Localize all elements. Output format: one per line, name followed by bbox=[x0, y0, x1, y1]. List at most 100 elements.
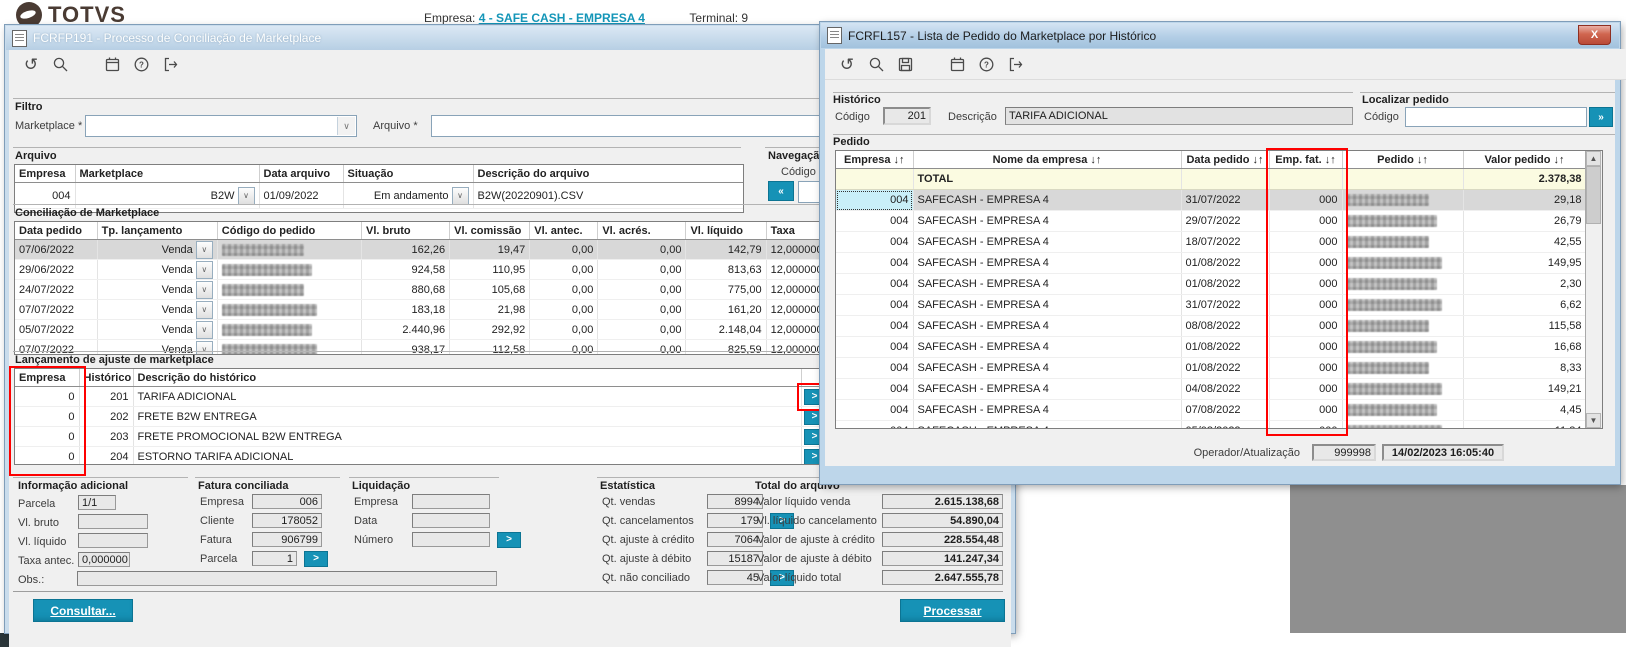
pedido-row[interactable]: 004 SAFECASH - EMPRESA 4 05/08/2022 000 … bbox=[836, 420, 1587, 428]
cell-valor-pedido: 11,84 bbox=[1463, 420, 1587, 428]
chevron-down-icon[interactable]: ∨ bbox=[195, 340, 213, 354]
scrollbar-thumb[interactable] bbox=[1586, 166, 1601, 224]
marketplace-filter-combobox[interactable]: ∨ bbox=[85, 115, 357, 137]
session-empresa-link[interactable]: 4 - SAFE CASH - EMPRESA 4 bbox=[478, 11, 645, 25]
col-empresa[interactable]: Empresa bbox=[15, 369, 80, 387]
navigate-back-button[interactable]: « bbox=[768, 181, 794, 201]
col-vl-liquido[interactable]: Vl. líquido bbox=[685, 222, 767, 240]
col-pedido[interactable]: Pedido ↓↑ bbox=[1342, 151, 1464, 169]
totvs-logo: TOTVS bbox=[16, 2, 126, 28]
cell-tp-lancamento[interactable]: Venda ∨ bbox=[97, 259, 218, 280]
pedido-row[interactable]: 004 SAFECASH - EMPRESA 4 01/08/2022 000 … bbox=[836, 252, 1587, 274]
pedido-row[interactable]: 004 SAFECASH - EMPRESA 4 29/07/2022 000 … bbox=[836, 210, 1587, 232]
open-detail-button[interactable]: > bbox=[770, 512, 794, 529]
col-situacao[interactable]: Situação bbox=[343, 165, 474, 183]
cell-tp-lancamento[interactable]: Venda ∨ bbox=[97, 279, 218, 300]
save-icon[interactable] bbox=[895, 54, 915, 74]
col-emp-fat[interactable]: Emp. fat. ↓↑ bbox=[1269, 151, 1343, 169]
processar-button[interactable]: Processar bbox=[900, 599, 1005, 622]
col-nome-empresa[interactable]: Nome da empresa ↓↑ bbox=[913, 151, 1182, 169]
cell-emp-fat: 000 bbox=[1269, 210, 1343, 232]
col-data-arquivo[interactable]: Data arquivo bbox=[259, 165, 344, 183]
col-empresa[interactable]: Empresa bbox=[15, 165, 76, 183]
fcrfl157-titlebar[interactable]: FCRFL157 - Lista de Pedido do Marketplac… bbox=[821, 23, 1619, 48]
chevron-down-icon[interactable]: ∨ bbox=[237, 186, 255, 205]
cell-valor-pedido: 29,18 bbox=[1463, 189, 1587, 211]
chevron-down-icon[interactable]: ∨ bbox=[195, 300, 213, 319]
undo-icon[interactable]: ↺ bbox=[23, 55, 39, 74]
conciliacao-row[interactable]: 05/07/2022 Venda ∨ 2.440,96 292,92 0,00 0… bbox=[15, 319, 1000, 340]
close-button[interactable]: X bbox=[1578, 25, 1611, 45]
scroll-down-icon[interactable]: ▼ bbox=[1586, 413, 1601, 428]
redacted-order-code bbox=[221, 243, 304, 256]
localizar-search-button[interactable]: » bbox=[1589, 107, 1613, 127]
cell-vl-antec: 0,00 bbox=[529, 279, 599, 300]
field-label: Vl. líquido cancelamento bbox=[757, 514, 877, 527]
calendar-icon[interactable] bbox=[947, 54, 967, 74]
cell-emp-fat: 000 bbox=[1269, 378, 1343, 400]
pedido-header-row: Empresa ↓↑ Nome da empresa ↓↑ Data pedid… bbox=[836, 151, 1587, 169]
search-icon[interactable] bbox=[50, 55, 70, 75]
open-fatura-button[interactable]: > bbox=[304, 550, 328, 567]
field-value: 141.247,34 bbox=[882, 551, 1003, 566]
chevron-down-icon[interactable]: ∨ bbox=[337, 117, 355, 135]
undo-icon[interactable]: ↺ bbox=[839, 54, 855, 74]
col-vl-acres[interactable]: Vl. acrés. bbox=[597, 222, 687, 240]
chevron-down-icon[interactable]: ∨ bbox=[195, 320, 213, 339]
col-descricao-arquivo[interactable]: Descrição do arquivo bbox=[473, 165, 743, 183]
cell-tp-lancamento[interactable]: Venda ∨ bbox=[97, 319, 218, 340]
pedido-row[interactable]: 004 SAFECASH - EMPRESA 4 01/08/2022 000 … bbox=[836, 357, 1587, 379]
col-data-pedido[interactable]: Data pedido ↓↑ bbox=[1181, 151, 1270, 169]
cell-data-pedido: 07/07/2022 bbox=[15, 339, 98, 354]
pedido-row[interactable]: 004 SAFECASH - EMPRESA 4 04/08/2022 000 … bbox=[836, 378, 1587, 400]
pedido-row[interactable]: 004 SAFECASH - EMPRESA 4 07/08/2022 000 … bbox=[836, 399, 1587, 421]
col-vl-comissao[interactable]: Vl. comissão bbox=[449, 222, 531, 240]
ajuste-row[interactable]: 0 204 ESTORNO TARIFA ADICIONAL > bbox=[15, 446, 1000, 464]
calendar-icon[interactable] bbox=[102, 55, 122, 75]
cell-tp-lancamento[interactable]: Venda ∨ bbox=[97, 299, 218, 320]
chevron-down-icon[interactable]: ∨ bbox=[451, 186, 469, 205]
cell-vl-comissao: 292,92 bbox=[449, 319, 531, 340]
fatura-group-line bbox=[195, 477, 340, 478]
open-liquidacao-button[interactable]: > bbox=[497, 531, 521, 548]
chevron-down-icon[interactable]: ∨ bbox=[195, 260, 213, 279]
chevron-down-icon[interactable]: ∨ bbox=[195, 280, 213, 299]
cell-tp-lancamento[interactable]: Venda ∨ bbox=[97, 239, 218, 260]
chevron-down-icon[interactable]: ∨ bbox=[195, 240, 213, 259]
vertical-scrollbar[interactable]: ▲ ▼ bbox=[1585, 151, 1602, 428]
field-value: 15187 bbox=[707, 551, 763, 566]
cell-vl-comissao: 110,95 bbox=[449, 259, 531, 280]
col-marketplace[interactable]: Marketplace bbox=[75, 165, 260, 183]
col-descricao-historico[interactable]: Descrição do histórico bbox=[133, 369, 802, 387]
consultar-button[interactable]: Consultar... bbox=[33, 599, 133, 622]
pedido-row[interactable]: 004 SAFECASH - EMPRESA 4 01/08/2022 000 … bbox=[836, 273, 1587, 295]
col-valor-pedido[interactable]: Valor pedido ↓↑ bbox=[1463, 151, 1587, 169]
col-vl-bruto[interactable]: Vl. bruto bbox=[361, 222, 451, 240]
pedido-row[interactable]: 004 SAFECASH - EMPRESA 4 18/07/2022 000 … bbox=[836, 231, 1587, 253]
col-codigo-pedido[interactable]: Código do pedido bbox=[217, 222, 363, 240]
exit-icon[interactable] bbox=[160, 55, 180, 75]
historico-group-label: Histórico bbox=[833, 94, 881, 106]
info-adicional-group-line bbox=[13, 477, 188, 478]
col-data-pedido[interactable]: Data pedido bbox=[15, 222, 98, 240]
col-historico[interactable]: Histórico bbox=[79, 369, 134, 387]
pedido-row[interactable]: 004 SAFECASH - EMPRESA 4 01/08/2022 000 … bbox=[836, 336, 1587, 358]
search-icon[interactable] bbox=[866, 54, 886, 74]
cell-data-pedido: 24/07/2022 bbox=[15, 279, 98, 300]
col-tp-lancamento[interactable]: Tp. lançamento bbox=[97, 222, 218, 240]
cell-vl-bruto: 880,68 bbox=[361, 279, 451, 300]
col-vl-antec[interactable]: Vl. antec. bbox=[529, 222, 599, 240]
help-icon[interactable]: ? bbox=[976, 54, 996, 74]
pedido-row[interactable]: 004 SAFECASH - EMPRESA 4 31/07/2022 000 … bbox=[836, 294, 1587, 316]
col-empresa[interactable]: Empresa ↓↑ bbox=[836, 151, 914, 169]
pedido-row[interactable]: 004 SAFECASH - EMPRESA 4 31/07/2022 000 … bbox=[836, 189, 1587, 211]
open-detail-button[interactable]: > bbox=[770, 569, 794, 586]
cell-data-pedido: 01/08/2022 bbox=[1181, 336, 1270, 358]
help-icon[interactable]: ? bbox=[131, 55, 151, 75]
pedido-table: Empresa ↓↑ Nome da empresa ↓↑ Data pedid… bbox=[835, 150, 1603, 429]
pedido-row[interactable]: 004 SAFECASH - EMPRESA 4 08/08/2022 000 … bbox=[836, 315, 1587, 337]
scroll-up-icon[interactable]: ▲ bbox=[1586, 151, 1601, 166]
localizar-codigo-input[interactable] bbox=[1405, 107, 1587, 127]
exit-icon[interactable] bbox=[1005, 54, 1025, 74]
cell-tp-lancamento[interactable]: Venda ∨ bbox=[97, 339, 218, 354]
